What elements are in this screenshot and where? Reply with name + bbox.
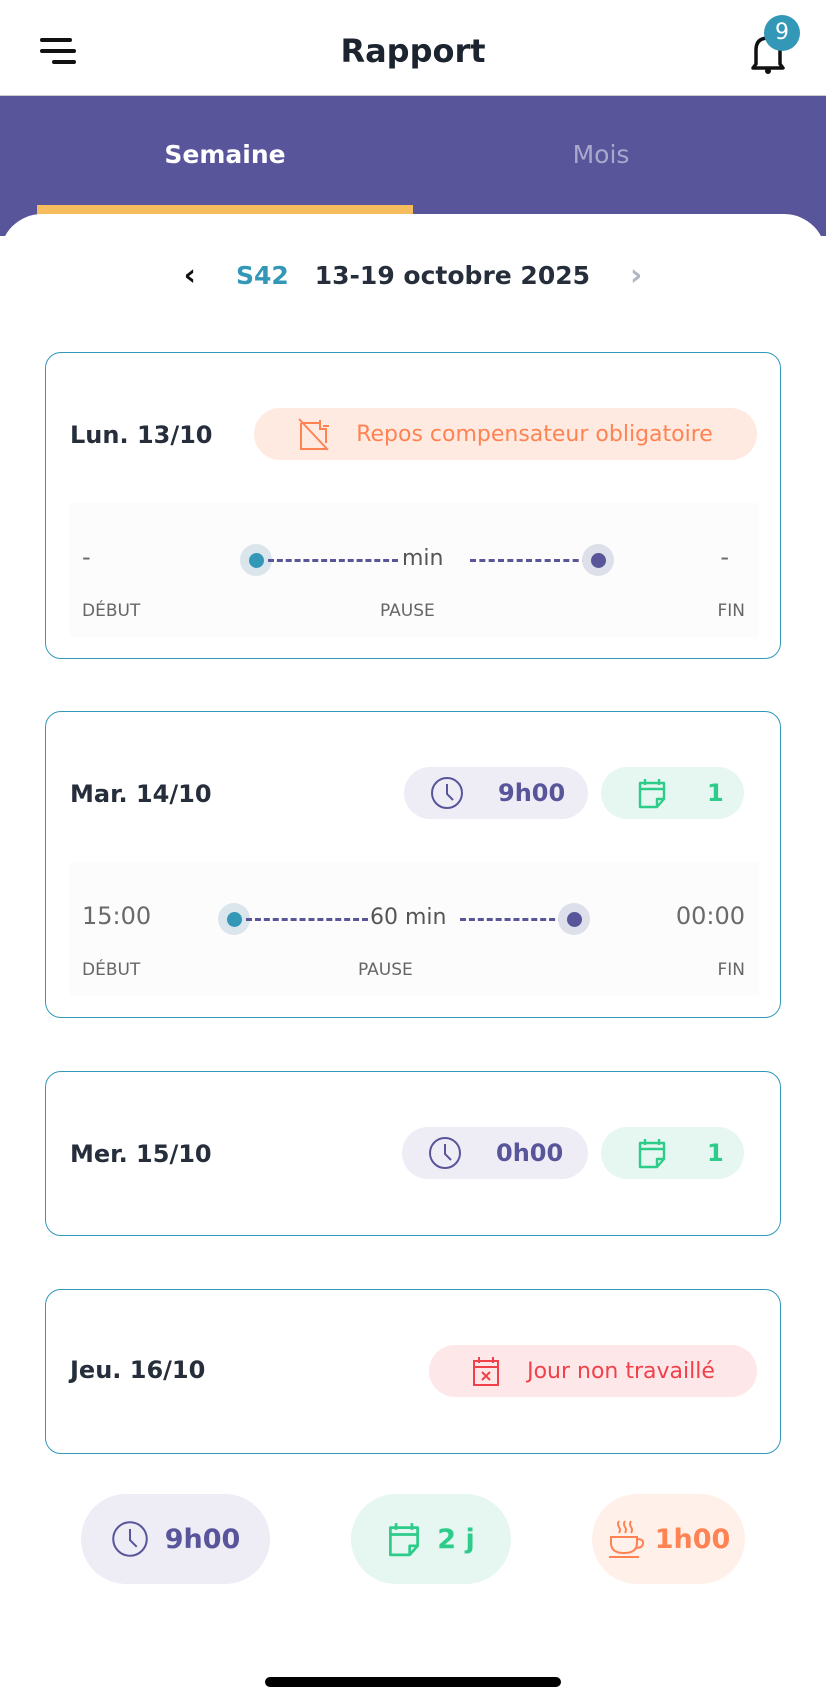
pause-duration: 60 min [370, 905, 447, 930]
end-dot [558, 903, 590, 935]
week-number: S42 [235, 261, 289, 290]
day-card[interactable]: Jeu. 16/10 Jour non travaillé [45, 1289, 781, 1454]
pause-line-left [268, 559, 398, 562]
home-indicator [265, 1677, 561, 1687]
start-dot [240, 544, 272, 576]
pause-line-left [246, 918, 368, 921]
total-days-value: 2 j [437, 1523, 475, 1555]
events-badge: 1 [601, 1127, 744, 1179]
total-hours-summary: 9h00 [81, 1494, 270, 1584]
pause-line-right [470, 559, 588, 562]
timeline: - - min DÉBUT PAUSE FIN [70, 503, 759, 637]
start-label: DÉBUT [82, 960, 141, 980]
day-label: Mer. 15/10 [70, 1140, 212, 1168]
status-badge-text: Repos compensateur obligatoire [356, 421, 713, 447]
coffee-cup-icon [608, 1520, 644, 1558]
calendar-x-icon [473, 1357, 500, 1386]
start-dot [218, 903, 250, 935]
start-time: 15:00 [82, 902, 152, 930]
start-label: DÉBUT [82, 601, 141, 621]
week-range: 13-19 octobre 2025 [314, 261, 591, 290]
day-label: Jeu. 16/10 [70, 1356, 206, 1384]
events-value: 1 [707, 1139, 724, 1167]
day-card[interactable]: Mar. 14/10 9h00 1 15:00 00:00 60 min DÉB… [45, 711, 781, 1018]
clock-icon [429, 1137, 461, 1169]
menu-icon[interactable] [40, 38, 76, 66]
hours-value: 0h00 [496, 1139, 564, 1167]
total-break-summary: 1h00 [592, 1494, 745, 1584]
calendar-note-icon [638, 1139, 666, 1169]
tab-mois[interactable]: Mois [572, 140, 630, 169]
page-title: Rapport [340, 32, 486, 70]
calendar-note-icon [638, 779, 666, 809]
status-badge: Repos compensateur obligatoire [254, 408, 757, 460]
pause-label: PAUSE [358, 960, 413, 980]
events-value: 1 [707, 779, 724, 807]
end-time: - [720, 543, 729, 571]
pause-duration: min [402, 546, 444, 571]
total-days-summary: 2 j [351, 1494, 511, 1584]
status-badge-text: Jour non travaillé [527, 1358, 715, 1384]
clock-icon [111, 1521, 148, 1557]
pause-label: PAUSE [380, 601, 435, 621]
active-tab-indicator [37, 205, 413, 215]
end-time: 00:00 [675, 902, 745, 930]
total-hours-value: 9h00 [164, 1523, 241, 1555]
notification-badge: 9 [764, 15, 800, 51]
end-label: FIN [717, 960, 745, 980]
day-label: Lun. 13/10 [70, 421, 213, 449]
day-card[interactable]: Lun. 13/10 Repos compensateur obligatoir… [45, 352, 781, 659]
timeline: 15:00 00:00 60 min DÉBUT PAUSE FIN [70, 862, 759, 996]
calendar-note-icon [389, 1523, 420, 1557]
pause-line-right [460, 918, 564, 921]
end-label: FIN [717, 601, 745, 621]
hours-badge: 9h00 [404, 767, 588, 819]
clock-icon [431, 777, 463, 809]
hours-value: 9h00 [498, 779, 566, 807]
day-label: Mar. 14/10 [70, 780, 212, 808]
status-badge: Jour non travaillé [429, 1345, 757, 1397]
calendar-off-icon [298, 418, 330, 451]
app-header: Rapport 9 [0, 0, 826, 96]
hours-badge: 0h00 [402, 1127, 588, 1179]
end-dot [582, 544, 614, 576]
previous-week-button[interactable]: ‹ [183, 258, 196, 293]
total-break-value: 1h00 [654, 1523, 731, 1555]
week-navigator: ‹ S42 13-19 octobre 2025 › [0, 258, 826, 293]
start-time: - [82, 543, 91, 571]
tab-semaine[interactable]: Semaine [164, 140, 286, 169]
next-week-button[interactable]: › [630, 258, 643, 293]
day-card[interactable]: Mer. 15/10 0h00 1 [45, 1071, 781, 1236]
events-badge: 1 [601, 767, 744, 819]
